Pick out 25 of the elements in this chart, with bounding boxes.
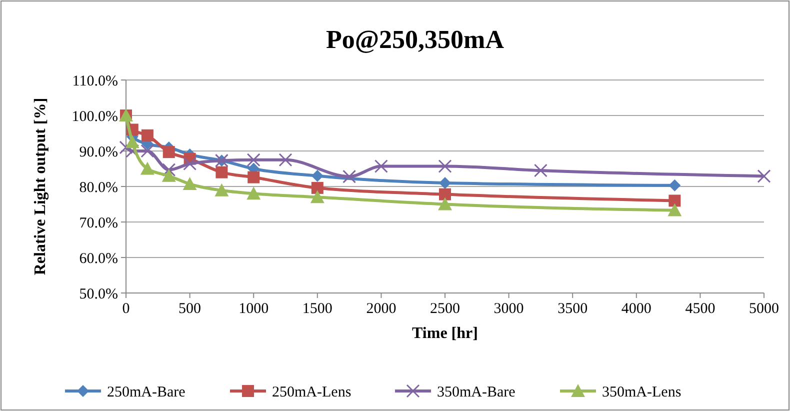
x-axis-title: Time [hr] bbox=[412, 325, 478, 342]
x-tick-label: 3000 bbox=[494, 301, 524, 317]
x-tick-label: 4000 bbox=[621, 301, 652, 317]
chart-title: Po@250,350mA bbox=[326, 25, 504, 54]
y-tick-label: 80.0% bbox=[79, 180, 118, 196]
x-tick-label: 4500 bbox=[685, 301, 716, 317]
y-tick-label: 90.0% bbox=[79, 144, 118, 160]
x-tick-label: 1500 bbox=[302, 301, 332, 317]
y-tick-label: 50.0% bbox=[79, 286, 118, 302]
y-tick-label: 110.0% bbox=[72, 73, 118, 90]
legend-label: 350mA-Bare bbox=[437, 384, 516, 400]
x-tick-label: 0 bbox=[122, 301, 130, 317]
x-tick-label: 500 bbox=[178, 301, 202, 317]
x-tick-label: 5000 bbox=[749, 301, 779, 317]
y-axis-title: Relative Light output [%] bbox=[32, 98, 49, 276]
x-tick-label: 2000 bbox=[366, 301, 396, 317]
legend-label: 250mA-Lens bbox=[272, 384, 352, 400]
legend-label: 350mA-Lens bbox=[602, 384, 682, 400]
x-tick-label: 1000 bbox=[238, 301, 269, 317]
x-tick-label: 3500 bbox=[558, 301, 588, 317]
y-tick-label: 60.0% bbox=[79, 250, 118, 267]
y-tick-label: 70.0% bbox=[79, 215, 118, 232]
legend-label: 250mA-Bare bbox=[107, 384, 186, 400]
y-tick-label: 100.0% bbox=[72, 108, 118, 125]
x-tick-label: 2500 bbox=[430, 301, 460, 317]
